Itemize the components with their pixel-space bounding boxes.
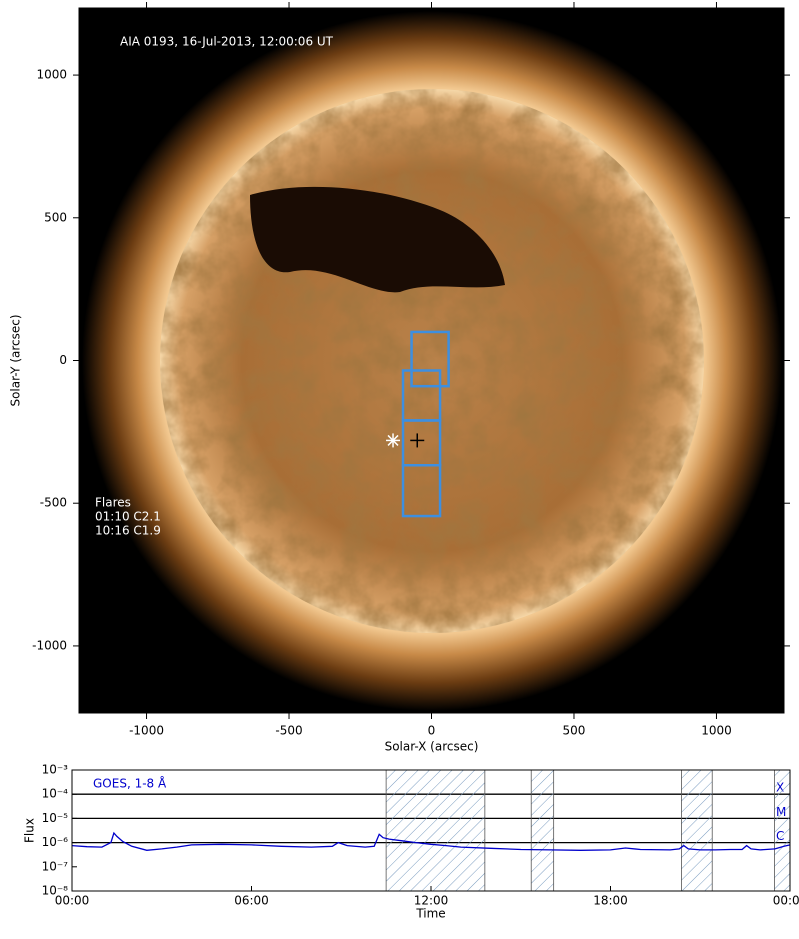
y-axis-label: Solar-Y (arcsec) [9, 314, 23, 406]
marker-stroke [387, 434, 399, 446]
region-box [401, 464, 442, 518]
y-tick-label: -1000 [32, 638, 67, 652]
x-axis-label: Time [415, 907, 445, 921]
x-tick-label: 12:00 [414, 894, 449, 908]
y-tick-label: 0 [59, 353, 67, 367]
shaded-interval [774, 769, 791, 892]
y-tick-label: 10⁻⁸ [42, 884, 69, 898]
coronal-hole [250, 186, 505, 293]
flare-title: Flares [95, 496, 131, 510]
asterisk-marker [386, 433, 401, 448]
shaded-interval [530, 769, 555, 892]
shaded-interval [385, 769, 486, 892]
flare-entry: 10:16 C1.9 [95, 524, 161, 538]
x-tick-label: -500 [275, 724, 302, 738]
x-tick-label: 1000 [701, 724, 732, 738]
y-tick-label: -500 [40, 496, 67, 510]
x-tick-label: 18:00 [593, 894, 628, 908]
y-tick-label: 10⁻⁵ [42, 811, 69, 825]
y-tick-label: 10⁻⁶ [42, 835, 69, 849]
region-box [410, 330, 450, 388]
annotation: AIA 0193, 16-Jul-2013, 12:00:06 UT [120, 35, 334, 49]
disk-texture [160, 89, 704, 633]
x-tick-label: 06:00 [234, 894, 269, 908]
y-tick-label: 500 [44, 210, 67, 224]
x-axis-label: Solar-X (arcsec) [385, 740, 479, 754]
flux-line [71, 831, 791, 851]
y-tick-label: 10⁻⁷ [42, 859, 69, 873]
plus-marker [410, 433, 425, 448]
x-tick-label: 00:00 [55, 894, 90, 908]
solar-image [79, 8, 784, 713]
shaded-interval [681, 769, 713, 892]
x-tick-label: -1000 [129, 724, 164, 738]
y-axis-label: Flux [23, 818, 37, 843]
legend-label: GOES, 1-8 Å [93, 776, 167, 791]
x-tick-label: 0 [428, 724, 436, 738]
y-tick-label: 1000 [36, 68, 67, 82]
y-tick-label: 10⁻⁴ [42, 787, 69, 801]
x-tick-label: 500 [563, 724, 586, 738]
flare-entry: 01:10 C2.1 [95, 510, 161, 524]
y-tick-label: 10⁻³ [42, 763, 69, 777]
x-tick-label: 00:00 [773, 894, 799, 908]
